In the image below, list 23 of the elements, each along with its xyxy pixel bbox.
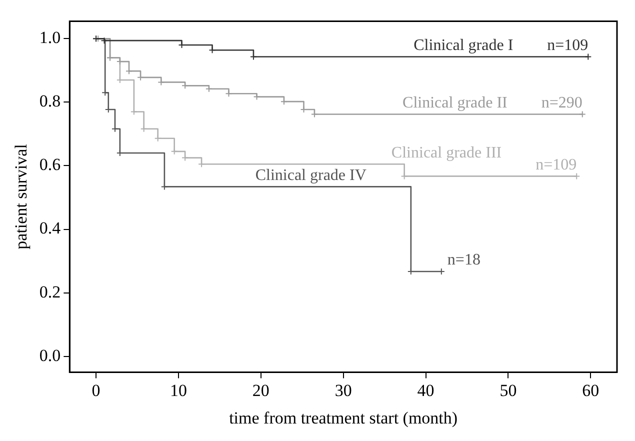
annotation: n=18 <box>447 252 480 269</box>
y-tick-label: 1.0 <box>39 28 61 48</box>
x-tick-label: 50 <box>500 380 517 400</box>
x-tick-label: 20 <box>252 380 270 400</box>
x-tick-label: 40 <box>417 380 434 400</box>
y-axis-title: patient survival <box>12 144 31 250</box>
x-tick-label: 0 <box>92 380 100 400</box>
series-label: Clinical grade I <box>414 36 514 54</box>
series-label: Clinical grade IV <box>255 166 367 184</box>
y-tick-label: 0.8 <box>39 92 61 111</box>
y-tick-label: 0.6 <box>39 155 61 174</box>
x-axis-title: time from treatment start (month) <box>229 408 458 428</box>
annotation: n=290 <box>541 94 582 112</box>
x-tick-label: 60 <box>582 380 600 400</box>
annotation: n=109 <box>536 156 577 174</box>
y-tick-label: 0.0 <box>39 346 61 365</box>
y-tick-label: 0.4 <box>39 218 62 238</box>
annotation: n=109 <box>547 36 588 54</box>
y-tick-label: 0.2 <box>39 282 61 302</box>
x-tick-label: 10 <box>170 380 187 400</box>
x-tick-label: 30 <box>334 380 352 400</box>
series-label: Clinical grade II <box>402 94 508 112</box>
series-label: Clinical grade III <box>391 144 502 162</box>
